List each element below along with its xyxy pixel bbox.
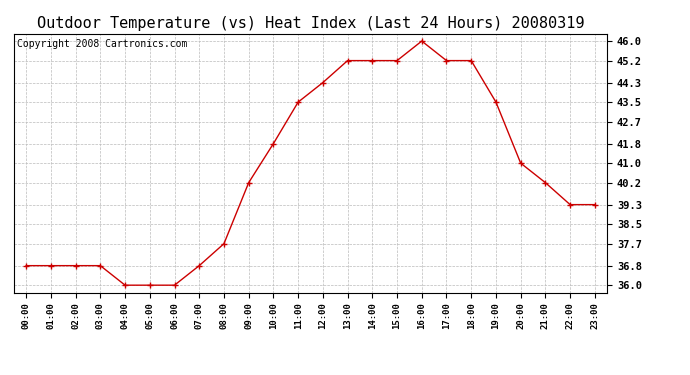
Title: Outdoor Temperature (vs) Heat Index (Last 24 Hours) 20080319: Outdoor Temperature (vs) Heat Index (Las… bbox=[37, 16, 584, 31]
Text: Copyright 2008 Cartronics.com: Copyright 2008 Cartronics.com bbox=[17, 39, 187, 49]
